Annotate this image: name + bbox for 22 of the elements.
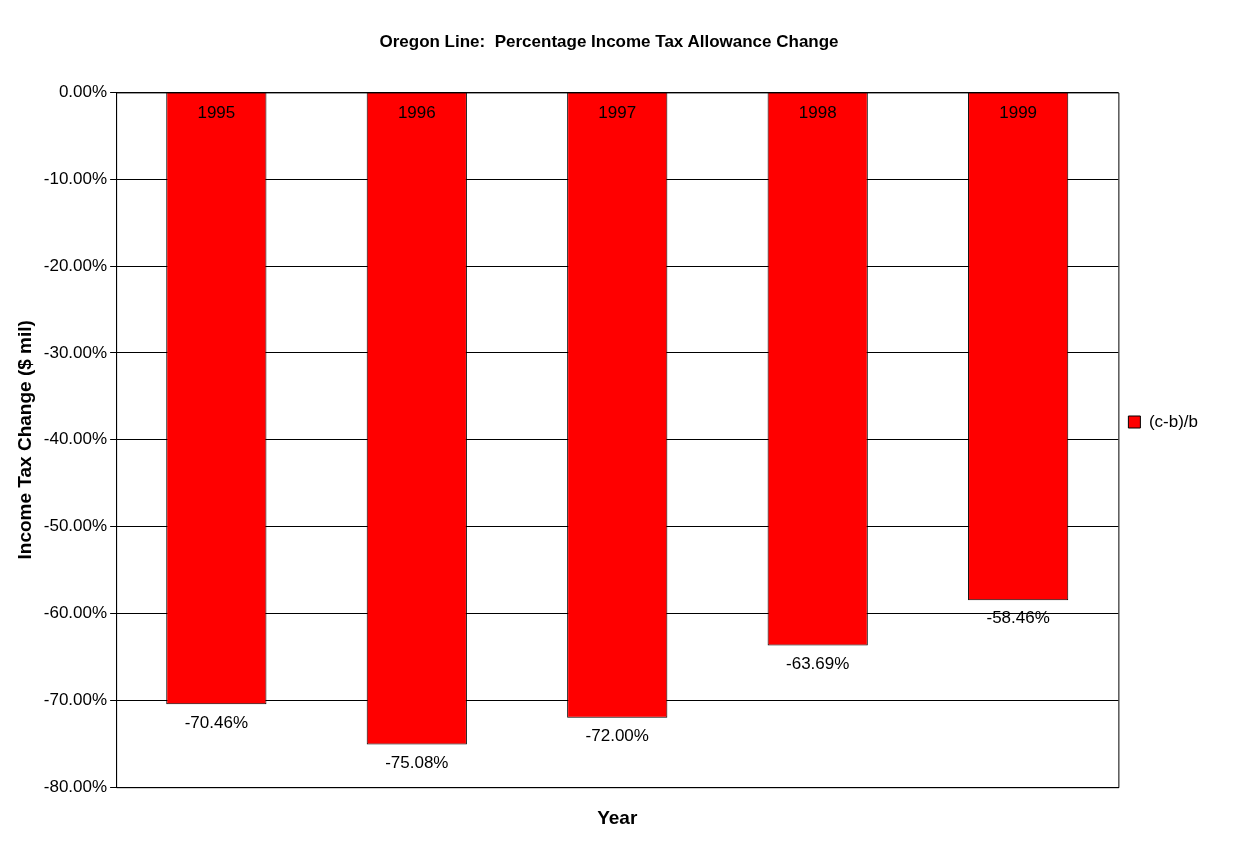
y-tick-label: -30.00% — [43, 342, 108, 362]
data-label: -75.08% — [385, 752, 449, 772]
data-label: -72.00% — [585, 725, 649, 745]
x-tick-label: 1996 — [397, 102, 436, 122]
y-tick-label: 0.00% — [58, 82, 108, 102]
data-label: -70.46% — [184, 712, 249, 732]
x-tick-label: 1998 — [798, 102, 837, 122]
x-tick-label: 1995 — [197, 102, 236, 122]
y-tick-label: -60.00% — [43, 603, 108, 623]
x-axis-title: Year — [597, 806, 638, 828]
data-label: -63.69% — [786, 653, 850, 673]
y-tick-label: -10.00% — [43, 168, 108, 188]
x-tick-label: 1997 — [598, 102, 637, 122]
x-tick-label: 1999 — [999, 102, 1038, 122]
chart-title: Oregon Line: Percentage Income Tax Allowance Change — [379, 31, 839, 51]
legend-label: (c-b)/b — [1148, 411, 1199, 431]
y-tick-label: -80.00% — [43, 776, 108, 796]
y-tick-label: -50.00% — [43, 516, 108, 536]
y-axis-title: Income Tax Change ($ mil) — [13, 320, 35, 560]
y-tick-label: -20.00% — [43, 255, 108, 275]
y-tick-label: -70.00% — [43, 690, 108, 710]
y-tick-label: -40.00% — [43, 429, 108, 449]
